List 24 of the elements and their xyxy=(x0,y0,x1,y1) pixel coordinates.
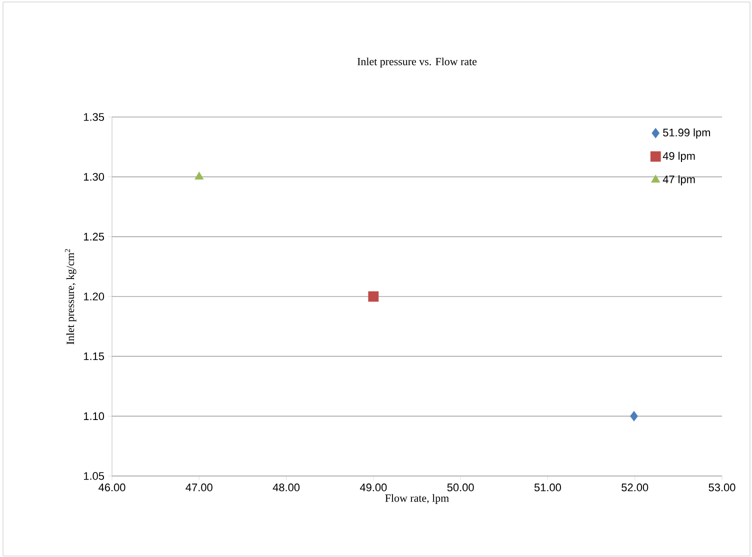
y-tick-label: 1.35 xyxy=(84,113,104,121)
y-tick-label: 1.20 xyxy=(84,292,104,300)
point xyxy=(194,172,204,180)
legend-label: 51.99 lpm xyxy=(663,128,710,139)
point xyxy=(630,410,638,422)
x-tick-label: 48.00 xyxy=(272,484,300,492)
legend-label: 47 lpm xyxy=(662,175,695,186)
y-axis-title: Inlet pressure, kg/cm$^{2}$ xyxy=(64,249,76,344)
y-tick-label: 1.05 xyxy=(84,472,104,480)
x-tick-label: 49.00 xyxy=(360,484,387,492)
chart-title: Inlet pressure vs. Flow rate xyxy=(357,58,477,68)
y-tick-label: 1.10 xyxy=(84,412,104,420)
legend-label: 49 lpm xyxy=(662,152,695,162)
x-tick-label: 53.00 xyxy=(708,484,736,492)
y-tick-label: 1.30 xyxy=(84,172,104,181)
x-tick-label: 47.00 xyxy=(186,484,212,492)
x-tick-label: 46.00 xyxy=(98,484,126,492)
x-tick-label: 50.00 xyxy=(447,484,474,492)
x-axis-title: Flow rate, lpm xyxy=(385,494,449,504)
x-tick-label: 52.00 xyxy=(622,484,648,492)
x-tick-label: 51.00 xyxy=(534,484,561,492)
y-tick-label: 1.25 xyxy=(84,232,104,241)
point xyxy=(368,291,379,302)
y-tick-label: 1.15 xyxy=(84,352,104,360)
